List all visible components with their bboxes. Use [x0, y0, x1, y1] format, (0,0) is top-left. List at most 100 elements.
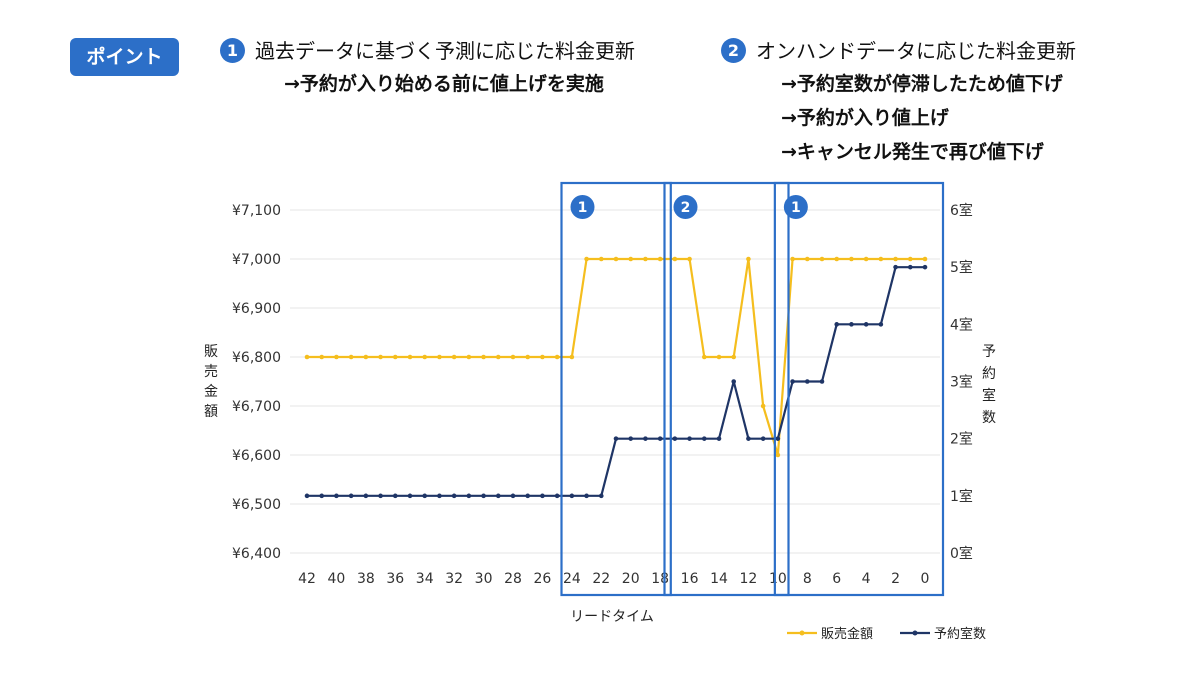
data-point-price [451, 354, 457, 360]
x-axis-tick: 0 [921, 571, 930, 587]
data-point-price [348, 354, 354, 360]
left-axis-tick: ¥6,500 [232, 497, 281, 513]
data-point-price [540, 354, 545, 360]
data-point-rooms [746, 436, 751, 441]
point2-title: オンハンドデータに応じた料金更新 [756, 39, 1076, 63]
data-point-rooms [598, 493, 604, 499]
x-axis-tick: 36 [386, 571, 404, 587]
x-axis-tick: 40 [328, 571, 346, 587]
data-point-price [657, 256, 663, 262]
data-point-price [437, 354, 442, 360]
data-point-rooms [613, 436, 619, 441]
data-point-rooms [407, 493, 413, 499]
data-point-rooms [495, 493, 501, 499]
data-point-price [304, 354, 310, 360]
right-axis-title-char: 約 [982, 366, 996, 382]
right-axis-title-char: 室 [982, 387, 996, 404]
data-point-price [672, 256, 678, 262]
x-axis-tick: 38 [357, 571, 375, 587]
left-axis-title-char: 額 [204, 404, 218, 420]
data-point-price [481, 354, 486, 360]
data-point-price [392, 354, 398, 360]
point2-heading: 2 オンハンドデータに応じた料金更新 [721, 36, 1076, 66]
data-point-rooms [907, 264, 913, 270]
data-point-price [849, 256, 854, 262]
data-point-rooms [481, 493, 486, 499]
highlight-badge-number: 1 [578, 200, 588, 216]
data-point-price [746, 256, 751, 262]
data-point-rooms [878, 322, 884, 327]
data-point-rooms [540, 493, 545, 499]
data-point-rooms [657, 436, 663, 441]
data-point-rooms [760, 436, 766, 441]
x-axis-title: リードタイム [570, 609, 654, 625]
legend-swatch-marker [912, 630, 918, 636]
x-axis-tick: 8 [803, 571, 812, 587]
data-point-price [863, 256, 869, 262]
data-point-rooms [716, 436, 722, 441]
left-axis-tick: ¥6,400 [232, 546, 281, 562]
data-point-rooms [554, 493, 560, 499]
left-axis-title-char: 販 [204, 344, 218, 360]
data-point-price [407, 354, 413, 360]
data-point-rooms [804, 379, 810, 384]
data-point-price [643, 256, 648, 262]
data-point-price [893, 256, 898, 262]
x-axis-tick: 24 [563, 571, 581, 587]
data-point-rooms [775, 436, 781, 441]
data-point-rooms [525, 493, 531, 499]
legend-label: 販売金額 [821, 626, 873, 642]
left-axis-tick: ¥7,100 [232, 203, 281, 219]
data-point-price [569, 354, 575, 360]
data-point-price [554, 354, 560, 360]
data-point-rooms [643, 436, 648, 441]
highlight-box [663, 181, 790, 597]
right-axis-tick: 1室 [950, 488, 973, 505]
highlight-badge-circle [673, 195, 698, 219]
data-point-price [466, 354, 472, 360]
x-axis-tick: 18 [651, 571, 669, 587]
data-point-price [613, 256, 619, 262]
x-axis-tick: 12 [740, 571, 758, 587]
highlight-box [560, 181, 672, 597]
x-axis-tick: 32 [445, 571, 463, 587]
point2-note-3: →キャンセル発生で再び値下げ [781, 141, 1044, 163]
data-point-price [804, 256, 810, 262]
left-axis-title-char: 金 [204, 384, 218, 400]
data-point-rooms [672, 436, 678, 441]
data-point-price [790, 256, 795, 262]
data-point-rooms [863, 322, 869, 327]
x-axis-tick: 28 [504, 571, 522, 587]
point2-note-2: →予約が入り値上げ [781, 107, 949, 129]
left-axis-tick: ¥6,900 [232, 301, 281, 317]
data-point-rooms [849, 322, 854, 327]
data-point-price [760, 403, 766, 409]
legend-label: 予約室数 [934, 626, 986, 642]
x-axis-tick: 10 [769, 571, 787, 587]
x-axis-tick: 14 [710, 571, 728, 587]
data-point-rooms [466, 493, 472, 499]
x-axis-tick: 16 [681, 571, 699, 587]
x-axis-tick: 20 [622, 571, 640, 587]
data-point-price [701, 354, 707, 360]
point2-number: 2 [721, 38, 746, 63]
right-axis-tick: 6室 [950, 202, 973, 219]
point1-note: →予約が入り始める前に値上げを実施 [284, 73, 604, 95]
data-point-rooms [363, 493, 369, 499]
data-point-rooms [819, 379, 825, 384]
data-point-rooms [334, 493, 339, 499]
data-point-price [834, 256, 840, 262]
x-axis-tick: 34 [416, 571, 434, 587]
data-point-price [878, 256, 884, 262]
right-axis-tick: 2室 [950, 431, 973, 448]
x-axis-tick: 42 [298, 571, 316, 587]
data-point-price [731, 354, 737, 360]
data-point-rooms [731, 379, 737, 384]
series-line-rooms [307, 266, 925, 497]
data-point-price [819, 256, 825, 262]
right-axis-tick: 5室 [950, 259, 973, 276]
data-point-price [716, 354, 722, 360]
data-point-price [363, 354, 369, 360]
data-point-price [422, 354, 428, 360]
data-point-price [378, 354, 383, 360]
